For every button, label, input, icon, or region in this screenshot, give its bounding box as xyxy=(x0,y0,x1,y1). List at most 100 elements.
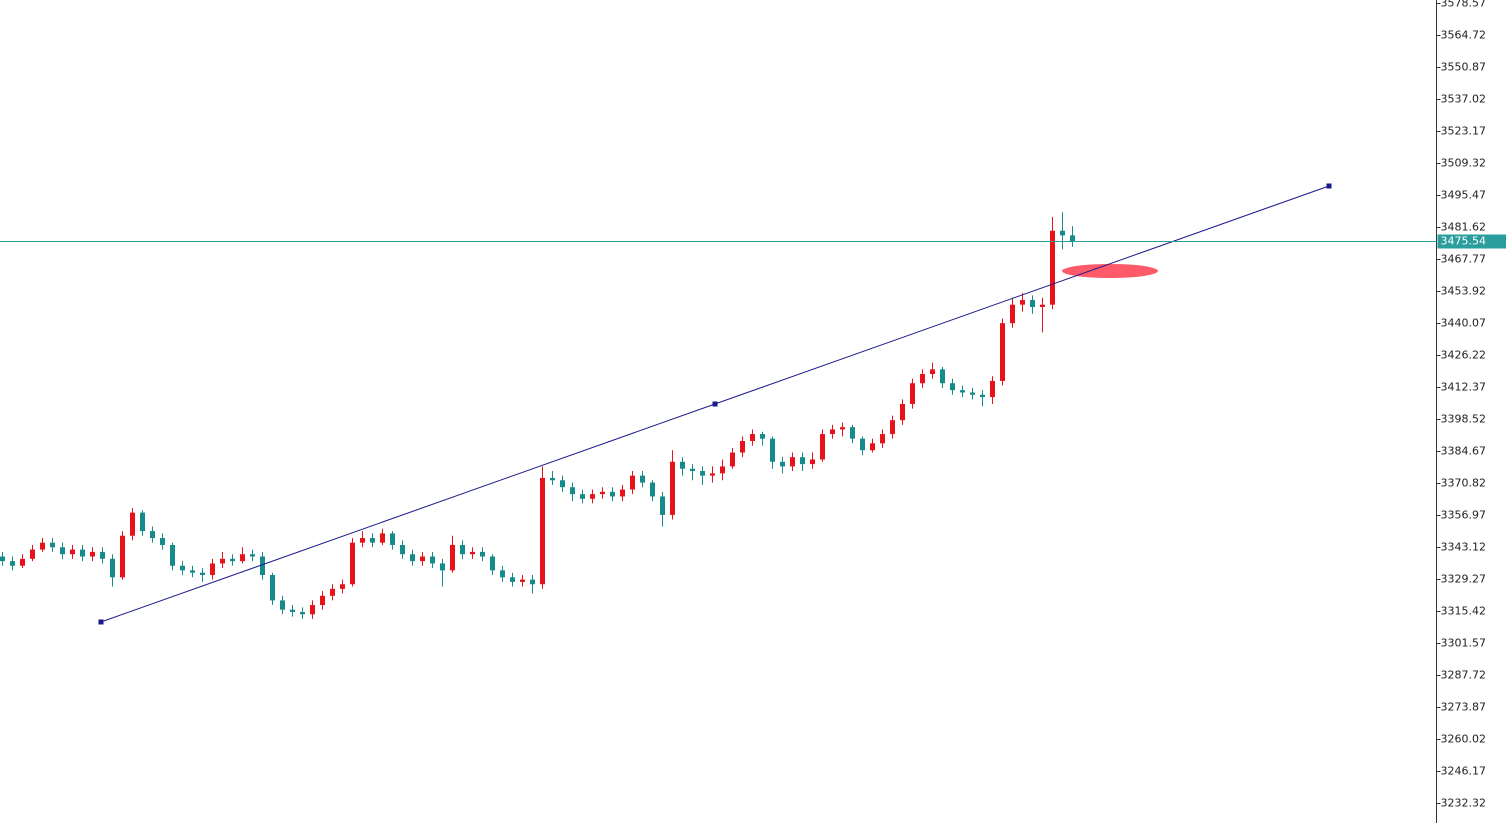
candle-body xyxy=(240,554,245,562)
candle-body xyxy=(270,574,275,601)
candle-body xyxy=(0,556,5,562)
candle-body xyxy=(450,544,455,571)
y-tick-label: 3273.87 xyxy=(1441,701,1487,714)
candle-body xyxy=(350,542,355,585)
candle-body xyxy=(230,558,235,562)
candle-body xyxy=(470,551,475,555)
y-tick-label: 3301.57 xyxy=(1441,637,1487,650)
candle-body xyxy=(130,512,135,536)
y-tick-label: 3440.07 xyxy=(1441,317,1487,330)
y-tick-label: 3329.27 xyxy=(1441,573,1487,586)
current-price-label: 3475.54 xyxy=(1441,235,1487,248)
candle-body xyxy=(800,457,805,465)
candle-body xyxy=(690,468,695,472)
candle-body xyxy=(300,611,305,615)
candle-body xyxy=(160,538,165,545)
candle-body xyxy=(410,554,415,562)
candle-body xyxy=(590,494,595,499)
y-tick-label: 3495.47 xyxy=(1441,189,1487,202)
trendline-handle xyxy=(712,401,718,407)
candle-body xyxy=(340,584,345,589)
candle-body xyxy=(520,579,525,582)
candle-body xyxy=(10,561,15,566)
y-tick-label: 3550.87 xyxy=(1441,61,1487,74)
candle-body xyxy=(180,565,185,571)
y-tick-label: 3426.22 xyxy=(1441,349,1487,362)
candle-body xyxy=(610,491,615,497)
candle-body xyxy=(700,471,705,476)
candle-body xyxy=(900,404,905,421)
candle-body xyxy=(720,466,725,474)
candle-body xyxy=(540,477,545,585)
y-tick-label: 3412.37 xyxy=(1441,381,1487,394)
candle-body xyxy=(60,547,65,555)
candle-body xyxy=(380,533,385,543)
candle-body xyxy=(960,390,965,393)
candle-body xyxy=(70,549,75,555)
candle-body xyxy=(90,551,95,557)
candle-body xyxy=(490,556,495,571)
candle-body xyxy=(310,605,315,615)
candle-body xyxy=(260,556,265,575)
candle-body xyxy=(790,457,795,467)
candle-body xyxy=(40,542,45,550)
candle-body xyxy=(710,473,715,476)
candle-body xyxy=(50,542,55,548)
candle-body xyxy=(100,551,105,559)
y-tick-label: 3356.97 xyxy=(1441,509,1487,522)
candle-body xyxy=(110,558,115,578)
y-tick-label: 3578.57 xyxy=(1441,0,1487,10)
candle-body xyxy=(750,434,755,441)
candle-body xyxy=(360,538,365,543)
y-tick-label: 3467.77 xyxy=(1441,253,1487,266)
candle-body xyxy=(940,369,945,384)
y-tick-label: 3481.62 xyxy=(1441,221,1487,234)
y-tick-label: 3384.67 xyxy=(1441,445,1487,458)
candle-body xyxy=(980,394,985,398)
y-tick-label: 3537.02 xyxy=(1441,93,1487,106)
candle-body xyxy=(920,373,925,384)
candle-body xyxy=(730,452,735,467)
candle-body xyxy=(150,531,155,539)
candle-body xyxy=(200,572,205,575)
y-tick-label: 3315.42 xyxy=(1441,605,1487,618)
candle-body xyxy=(370,538,375,543)
candle-body xyxy=(850,427,855,439)
candle-body xyxy=(500,570,505,578)
candle-body xyxy=(820,434,825,460)
y-tick-label: 3246.17 xyxy=(1441,765,1487,778)
candle-body xyxy=(210,563,215,575)
y-tick-label: 3232.32 xyxy=(1441,797,1487,810)
candle-body xyxy=(120,535,125,578)
candle-body xyxy=(880,434,885,444)
y-tick-label: 3260.02 xyxy=(1441,733,1487,746)
candle-body xyxy=(420,556,425,562)
candle-body xyxy=(440,563,445,571)
highlight-marker xyxy=(1062,264,1158,278)
candle-body xyxy=(740,440,745,453)
candle-body xyxy=(660,496,665,515)
candle-body xyxy=(550,477,555,481)
candle-body xyxy=(460,544,465,555)
candle-body xyxy=(170,544,175,566)
candle-body xyxy=(1020,300,1025,305)
candle-body xyxy=(250,554,255,557)
candle-body xyxy=(320,595,325,606)
candle-body xyxy=(330,588,335,596)
candle-body xyxy=(670,461,675,515)
y-tick-label: 3509.32 xyxy=(1441,157,1487,170)
candle-body xyxy=(1040,304,1045,307)
candle-body xyxy=(760,434,765,439)
y-tick-label: 3523.17 xyxy=(1441,125,1487,138)
candle-body xyxy=(860,438,865,451)
candle-body xyxy=(580,494,585,499)
candle-body xyxy=(620,489,625,497)
candle-body xyxy=(1070,235,1075,242)
y-tick-label: 3564.72 xyxy=(1441,29,1487,42)
candle-body xyxy=(600,491,605,495)
candle-body xyxy=(1060,230,1065,236)
candle-body xyxy=(1010,304,1015,324)
candle-body xyxy=(390,533,395,545)
